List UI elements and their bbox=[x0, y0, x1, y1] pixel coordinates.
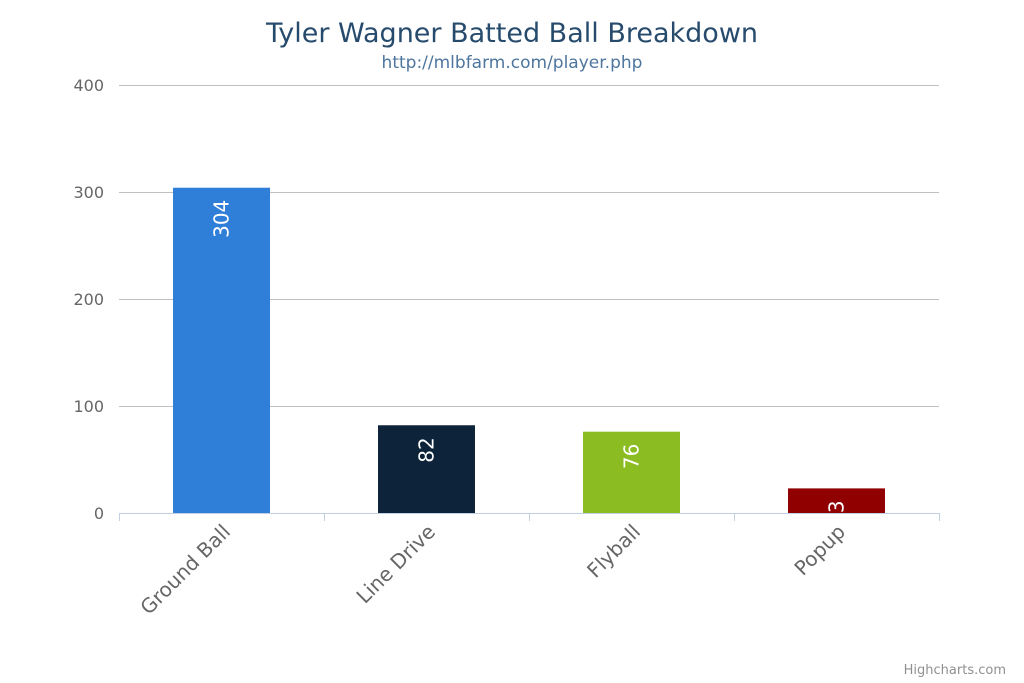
bar-popup[interactable] bbox=[788, 488, 885, 513]
y-tick-label: 200 bbox=[73, 290, 104, 309]
x-tick-label: Popup bbox=[789, 520, 850, 581]
bars bbox=[173, 187, 885, 513]
x-tick-label: Ground Ball bbox=[135, 520, 235, 620]
data-labels: 304 82 76 23 bbox=[210, 200, 849, 526]
x-axis bbox=[119, 513, 940, 521]
bar-line-drive[interactable] bbox=[378, 425, 475, 513]
credits-link[interactable]: Highcharts.com bbox=[904, 663, 1006, 678]
bar-flyball[interactable] bbox=[583, 431, 680, 513]
chart-subtitle: http://mlbfarm.com/player.php bbox=[382, 53, 643, 73]
y-tick-label: 300 bbox=[73, 183, 104, 202]
y-tick-label: 100 bbox=[73, 397, 104, 416]
data-label: 304 bbox=[210, 200, 234, 238]
chart-title: Tyler Wagner Batted Ball Breakdown bbox=[265, 18, 758, 49]
data-label: 23 bbox=[825, 500, 849, 525]
y-axis-labels: 0 100 200 300 400 bbox=[73, 76, 104, 523]
bar-ground-ball[interactable] bbox=[173, 187, 270, 513]
x-tick-label: Flyball bbox=[582, 520, 645, 583]
data-label: 82 bbox=[415, 437, 439, 462]
data-label: 76 bbox=[620, 444, 644, 469]
y-tick-label: 400 bbox=[73, 76, 104, 95]
x-tick-label: Line Drive bbox=[351, 520, 440, 609]
x-axis-labels: Ground Ball Line Drive Flyball Popup bbox=[135, 520, 850, 620]
y-tick-label: 0 bbox=[94, 504, 104, 523]
